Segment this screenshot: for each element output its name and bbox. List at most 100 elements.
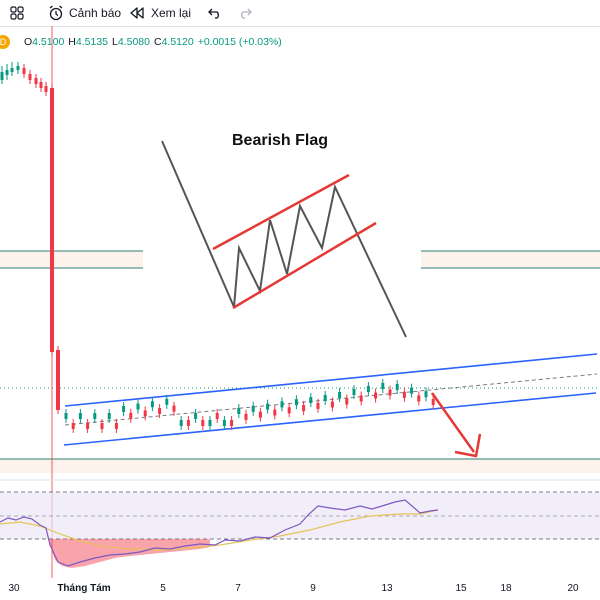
x-label: 20	[567, 583, 579, 594]
symbol-badge[interactable]: D	[0, 35, 10, 49]
candle-body	[44, 86, 48, 92]
candle-body	[122, 406, 126, 412]
high-value: 4.5135	[75, 36, 109, 48]
open-value: 4.5100	[32, 36, 65, 48]
candle-body	[280, 401, 284, 408]
candle-body	[100, 423, 104, 429]
candle-body	[266, 403, 270, 410]
rising-channel	[63, 353, 598, 446]
low-value: 4.5080	[117, 36, 150, 48]
candle-body	[395, 384, 399, 390]
candle-body	[366, 386, 370, 392]
candle-body	[388, 389, 392, 396]
candle-body	[294, 399, 298, 406]
grid-icon	[10, 6, 24, 20]
candle-body	[93, 413, 97, 419]
time-axis[interactable]: 30 Tháng Tám 5 7 9 13 15 18 20	[0, 578, 600, 600]
candle-body	[158, 408, 162, 414]
x-label: 9	[310, 583, 316, 594]
x-label: 7	[235, 583, 241, 594]
candle-body	[302, 405, 306, 412]
candle-body	[129, 412, 133, 419]
candle-body	[323, 395, 327, 401]
redo-icon	[241, 8, 252, 19]
candle-body	[165, 398, 169, 405]
candle-body	[179, 420, 183, 426]
candle-body	[208, 420, 212, 426]
candle-body	[78, 413, 82, 419]
candle-body	[215, 413, 219, 419]
candle-body	[431, 399, 435, 405]
layout-button[interactable]	[10, 4, 24, 22]
channel-upper-line	[64, 353, 598, 407]
x-label: Tháng Tám	[57, 583, 111, 594]
candle-body	[316, 402, 320, 409]
close-value: 4.5120	[161, 36, 194, 48]
candle-body	[410, 387, 414, 394]
candle-body	[338, 392, 342, 398]
x-label: 5	[160, 583, 166, 594]
support-zone	[0, 458, 600, 473]
candle-body	[251, 405, 255, 412]
candle-body	[0, 72, 4, 80]
candle-body	[107, 413, 111, 419]
candle-body	[424, 391, 428, 398]
flag-upper-boundary	[212, 173, 350, 251]
replay-label: Xem lại	[151, 6, 192, 20]
x-label: 18	[500, 583, 512, 594]
candle-body	[374, 392, 378, 399]
top-toolbar: Cảnh báo Xem lại	[0, 0, 600, 27]
candle-body	[345, 398, 349, 405]
x-label: 15	[455, 583, 467, 594]
alarm-clock-icon	[49, 5, 63, 21]
rewind-icon	[130, 7, 144, 19]
open-key: O	[24, 36, 33, 48]
diagram-title: Bearish Flag	[232, 132, 328, 149]
candle-body	[230, 420, 234, 426]
close-key: C	[153, 36, 162, 48]
price-chart[interactable]: Bearish Flag	[0, 0, 600, 578]
candle-body	[273, 409, 277, 416]
breakdown-arrow	[430, 392, 482, 458]
ohlc-legend: D O 4.5100 H 4.5135 L 4.5080 C 4.5120 +0.001…	[0, 34, 282, 50]
candle-body	[309, 397, 313, 403]
change-value: +0.0015 (+0.03%)	[197, 36, 282, 48]
candle-body	[34, 78, 38, 84]
candle-body	[71, 423, 75, 429]
alert-button[interactable]: Cảnh báo	[48, 4, 121, 22]
candle-body	[402, 391, 406, 398]
candle-body	[5, 70, 9, 75]
candle-body	[39, 82, 43, 88]
undo-button[interactable]	[208, 4, 222, 22]
flag-pole-line	[161, 140, 407, 338]
candle-body	[64, 413, 68, 419]
candle-body	[194, 413, 198, 419]
candle-body	[16, 66, 20, 70]
candle-body	[50, 88, 54, 352]
candle-body	[114, 423, 118, 429]
x-label: 13	[381, 583, 393, 594]
alert-label: Cảnh báo	[69, 6, 122, 20]
candle-body	[244, 413, 248, 420]
high-key: H	[68, 36, 76, 48]
resistance-zone	[0, 250, 600, 269]
replay-button[interactable]: Xem lại	[130, 4, 191, 22]
candle-body	[28, 74, 32, 80]
rsi-line	[0, 499, 439, 567]
rsi-pane	[0, 479, 600, 568]
candle-body	[330, 401, 334, 408]
candle-body	[222, 420, 226, 426]
candle-body	[359, 395, 363, 402]
candle-body	[10, 68, 14, 72]
candle-body	[172, 405, 176, 412]
candle-body	[143, 410, 147, 417]
x-label: 30	[8, 583, 20, 594]
candlestick-series	[0, 62, 435, 433]
candle-body	[201, 420, 205, 426]
channel-mid-line	[64, 373, 598, 426]
channel-lower-line	[63, 392, 597, 446]
redo-button[interactable]	[238, 4, 252, 22]
undo-icon	[208, 8, 219, 19]
candle-body	[150, 401, 154, 408]
candle-body	[56, 350, 60, 410]
